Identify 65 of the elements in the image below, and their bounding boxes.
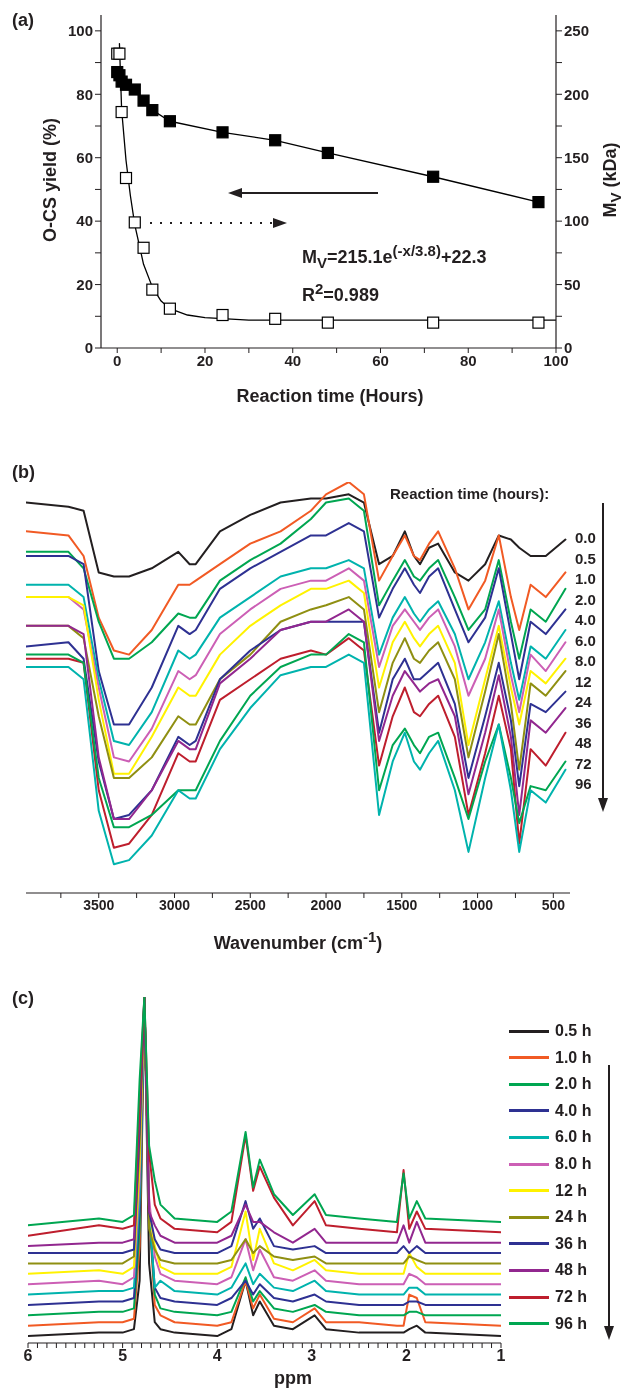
x-tick-label: 6 [23, 1347, 33, 1365]
x-tick-label: 80 [459, 351, 477, 369]
legend-title: Reaction time (hours): [390, 484, 550, 502]
legend-label: 36 h [555, 1234, 588, 1253]
x-tick-label: 5 [118, 1347, 128, 1365]
legend-label: 8.0 h [555, 1155, 592, 1173]
x-tick-label: 0 [113, 351, 122, 369]
x-tick-label: 2500 [234, 896, 267, 913]
legend-label: 4.0 h [555, 1101, 592, 1120]
y-tick-label: 0 [84, 339, 93, 357]
series-label: 1.0 [575, 569, 596, 587]
x-tick-label: 3 [307, 1347, 317, 1365]
series-label: 72 [575, 754, 592, 771]
series-label: 24 [575, 692, 592, 710]
x-tick-label: 4 [212, 1347, 222, 1365]
x-tick-label: 1 [496, 1347, 506, 1365]
legend-label: 24 h [555, 1208, 588, 1227]
y-tick-label: 100 [67, 22, 93, 40]
x-tick-label: 20 [196, 351, 214, 369]
series-label: 0.0 [575, 528, 596, 546]
series-label: 96 [575, 774, 592, 792]
legend-label: 0.5 h [555, 1022, 592, 1040]
y-axis-title: O-CS yield (%) [39, 117, 61, 243]
y-tick-label: 20 [76, 275, 93, 293]
legend-label: 96 h [555, 1314, 588, 1333]
x-axis-title: Wavenumber (cm$^{-1}$) [213, 928, 383, 954]
series-label: 4.0 [575, 610, 596, 628]
series-label: 48 [575, 733, 592, 751]
x-tick-label: 2000 [310, 896, 342, 913]
series-label: 12 [575, 672, 592, 689]
series-label: 2.0 [575, 590, 596, 607]
legend-label: 12 h [555, 1181, 588, 1200]
x-tick-label: 40 [284, 351, 302, 369]
legend-label: 48 h [555, 1261, 588, 1280]
y2-tick-label: 50 [564, 275, 581, 293]
x-tick-label: 1500 [386, 896, 418, 913]
y2-tick-label: 150 [564, 149, 590, 167]
x-axis-title: ppm [274, 1367, 312, 1389]
legend-label: 6.0 h [555, 1128, 592, 1147]
legend-label: 2.0 h [555, 1075, 592, 1094]
series-label: 0.5 [575, 549, 596, 566]
legend-label: 72 h [555, 1288, 588, 1306]
y-tick-label: 80 [76, 85, 93, 103]
x-tick-label: 3500 [83, 896, 115, 913]
y2-tick-label: 0 [564, 339, 573, 357]
annotation: (c) [12, 988, 34, 1009]
legend-label: 1.0 h [555, 1048, 592, 1067]
annotation: M$_{V}$=215.1e$^{(-x/3.8)}$+22.3 [302, 242, 487, 271]
series-label: 8.0 [575, 651, 596, 669]
x-tick-label: 2 [401, 1347, 411, 1365]
series-label: 6.0 [575, 631, 596, 648]
y-tick-label: 40 [76, 212, 93, 230]
series-label: 36 [575, 713, 592, 730]
x-tick-label: 1000 [461, 896, 494, 913]
y2-tick-label: 200 [564, 85, 590, 103]
x-tick-label: 3000 [158, 896, 191, 913]
x-tick-label: 60 [372, 351, 389, 369]
annotation: (b) [12, 462, 35, 483]
x-axis-title: Reaction time (Hours) [236, 385, 424, 407]
text: (a) [12, 10, 34, 31]
y-tick-label: 60 [76, 149, 93, 167]
x-tick-label: 500 [541, 896, 566, 913]
y2-tick-label: 100 [564, 212, 590, 230]
y2-tick-label: 250 [564, 22, 590, 40]
annotation: R$^{2}$=0.989 [302, 280, 379, 306]
